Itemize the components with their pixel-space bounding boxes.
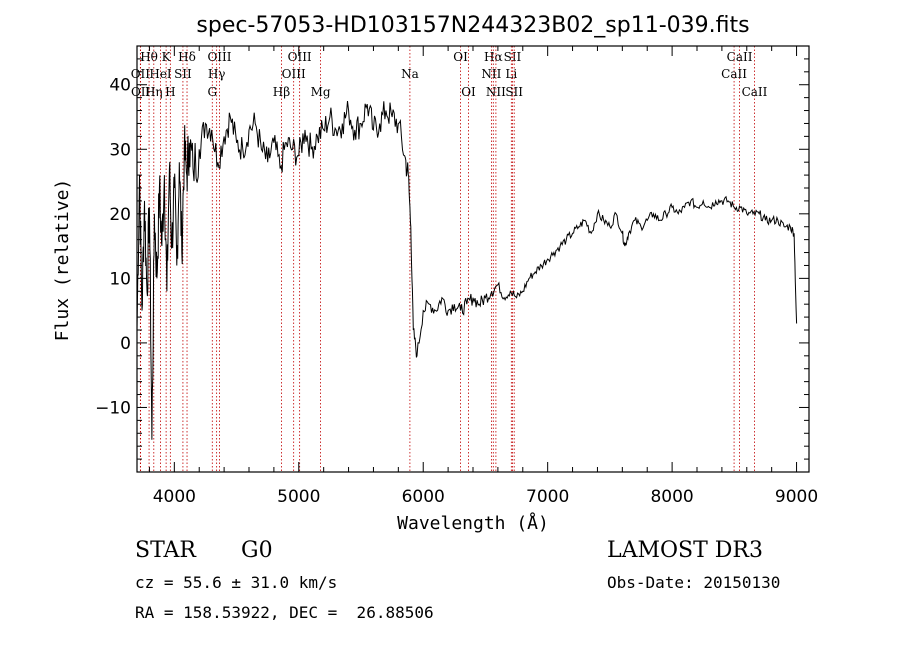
spectral-line-label-23: NII — [486, 85, 506, 99]
x-axis-label: Wavelength (Å) — [397, 512, 549, 534]
x-tick-label-3: 7000 — [526, 487, 569, 507]
spectral-line-label-4: K — [162, 50, 172, 64]
redshift-cz: cz = 55.6 ± 31.0 km/s — [135, 573, 338, 592]
plot-frame — [136, 45, 810, 473]
x-tick-label-0: 4000 — [153, 487, 196, 507]
x-tick-label-1: 5000 — [277, 487, 320, 507]
spectral-line-label-12: OIII — [288, 50, 312, 64]
spectral-line-label-16: Na — [401, 67, 419, 81]
spectral-line-label-18: OI — [461, 85, 476, 99]
axis-ticks: 4000 5000 6000 7000 8000 9000 −10 0 10 20 30 40 — [95, 46, 818, 507]
spectral-line-label-6: SII — [174, 67, 192, 81]
spectral-line-label-20: SII — [504, 50, 522, 64]
spectral-line-label-17: OI — [453, 50, 468, 64]
y-tick-label-5: 40 — [109, 76, 131, 96]
flux-series — [136, 101, 798, 440]
spectral-line-label-22: Li — [505, 67, 517, 81]
y-tick-label-3: 20 — [109, 205, 131, 225]
x-tick-label-4: 8000 — [650, 487, 693, 507]
x-tick-label-2: 6000 — [402, 487, 445, 507]
spectral-line-label-10: Hγ — [208, 67, 226, 81]
spectral-line-label-3: Hη — [145, 85, 163, 99]
spectral-line-label-8: Hδ — [178, 50, 196, 64]
object-subclass: G0 — [241, 538, 273, 563]
y-tick-label-2: 10 — [109, 269, 131, 289]
spectral-line-label-7: H — [165, 85, 175, 99]
y-tick-label-0: −10 — [95, 398, 131, 418]
spectral-line-label-21: NII — [481, 67, 501, 81]
spectral-line-label-0: Hθ — [140, 50, 158, 64]
spectral-line-label-19: Hα — [484, 50, 503, 64]
y-tick-label-1: 0 — [120, 334, 131, 354]
spectral-line-label-24: SII — [505, 85, 523, 99]
spectral-line-label-14: Hβ — [273, 85, 290, 99]
coordinates: RA = 158.53922, DEC = 26.88506 — [135, 603, 434, 622]
y-axis-label: Flux (relative) — [52, 179, 73, 342]
x-tick-label-5: 9000 — [775, 487, 818, 507]
spectral-line-label-27: CaII — [742, 85, 768, 99]
spectral-line-label-2: OII — [131, 85, 151, 99]
spectral-line-label-11: G — [207, 85, 217, 99]
spectral-line-label-5: HeI — [149, 67, 172, 81]
obs-date: Obs-Date: 20150130 — [607, 573, 781, 592]
object-type: STAR — [135, 538, 196, 563]
flux-line — [136, 101, 798, 440]
spectral-line-label-13: OIII — [282, 67, 306, 81]
spectral-line-label-15: Mg — [311, 85, 331, 99]
chart-title: spec-57053-HD103157N244323B02_sp11-039.f… — [196, 13, 749, 38]
spectral-line-label-9: OIII — [207, 50, 231, 64]
spectral-line-label-25: CaII — [727, 50, 753, 64]
survey-name: LAMOST DR3 — [607, 538, 763, 563]
y-tick-label-4: 30 — [109, 140, 131, 160]
spectral-line-label-26: CaII — [721, 67, 747, 81]
